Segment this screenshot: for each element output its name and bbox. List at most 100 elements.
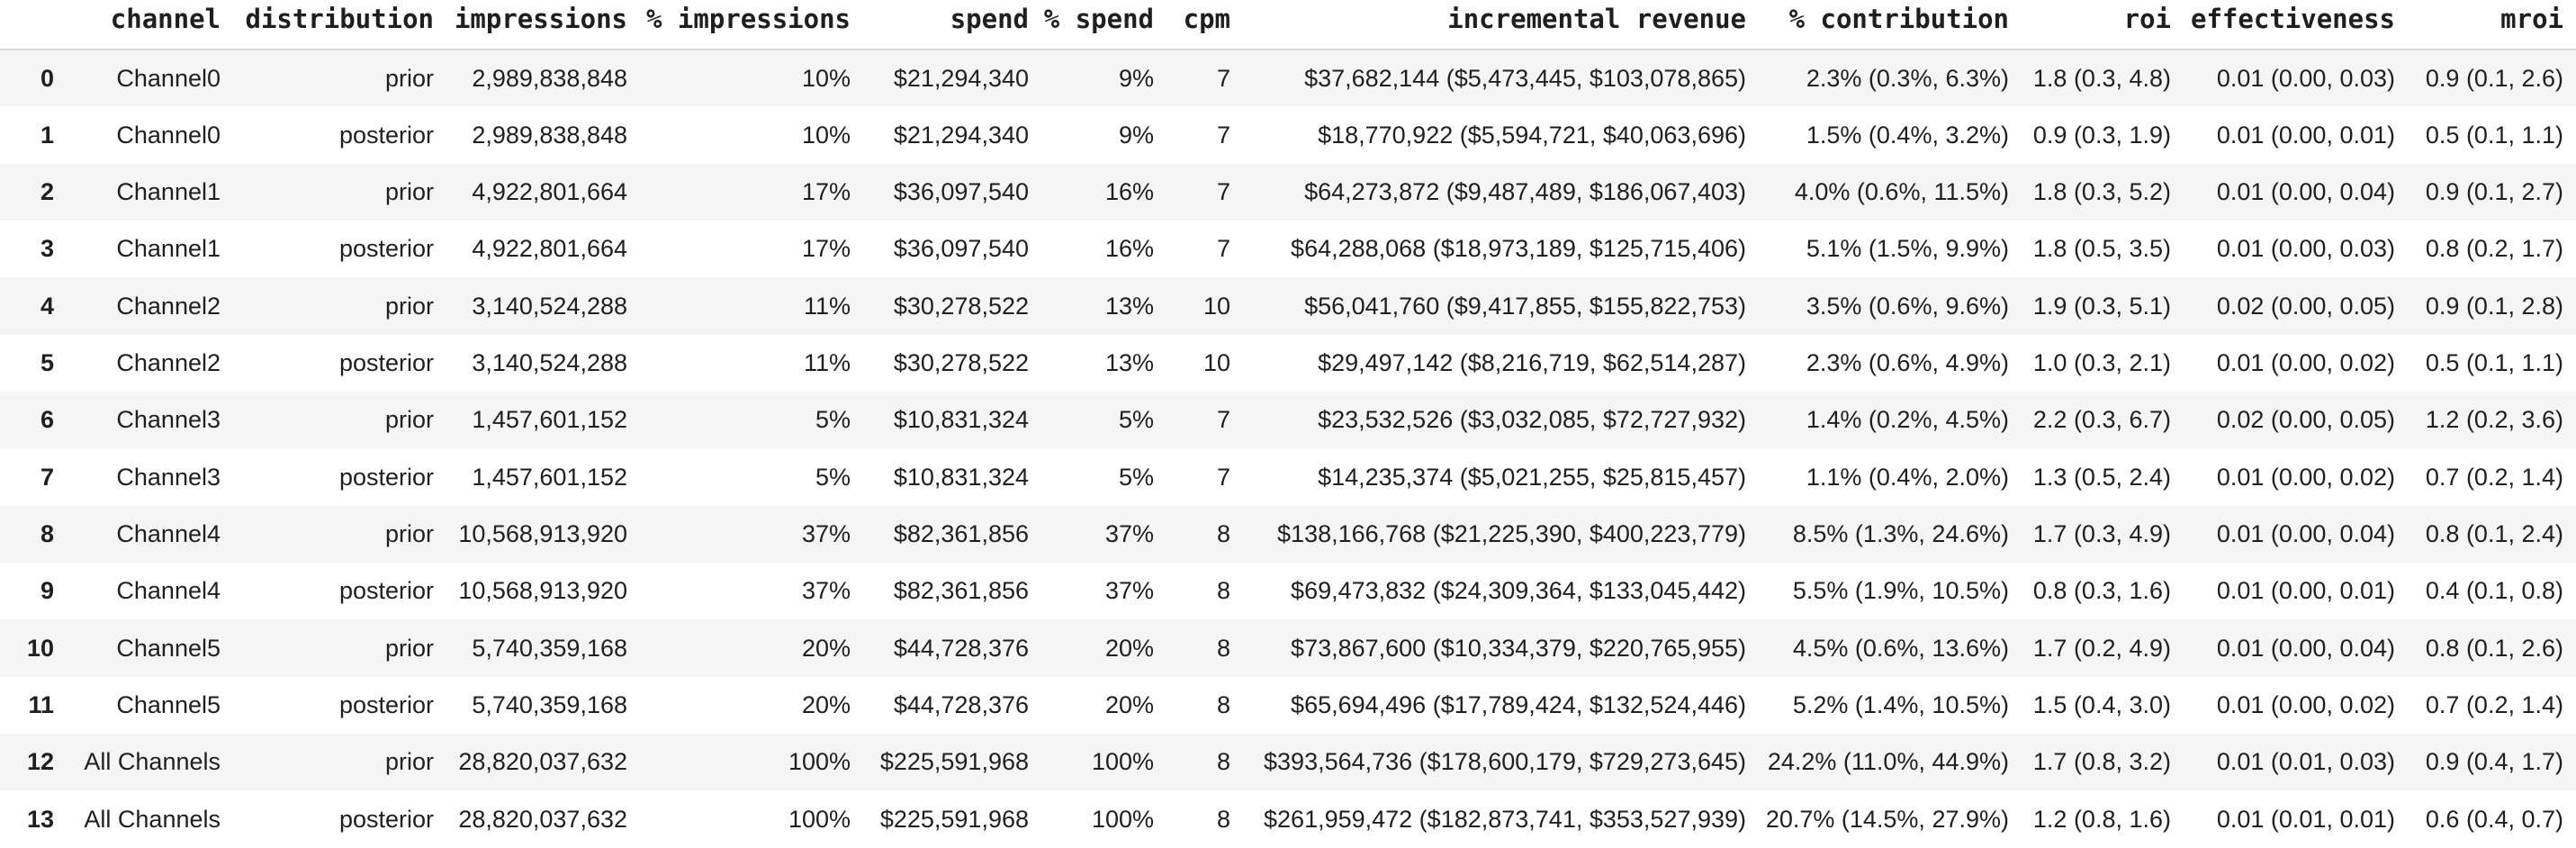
cell-spend: $44,728,376 — [893, 634, 1029, 662]
cell-mroi: 0.5 (0.1, 1.1) — [2425, 121, 2563, 149]
cell-roi: 1.9 (0.3, 5.1) — [2032, 292, 2171, 320]
cell-incremental-revenue: $64,273,872 ($9,487,489, $186,067,403) — [1304, 177, 1746, 205]
cell-impressions: 5% — [815, 406, 851, 434]
column-header-incremental-revenue: incremental revenue — [1230, 0, 1746, 50]
cell-contribution: 4.0% (0.6%, 11.5%) — [1794, 177, 2009, 205]
cell-contribution: 1.1% (0.4%, 2.0%) — [1806, 463, 2009, 491]
row-index: 12 — [26, 748, 54, 776]
cell-incremental-revenue: $18,770,922 ($5,594,721, $40,063,696) — [1318, 121, 1746, 149]
cell-effectiveness: 0.01 (0.01, 0.01) — [2216, 805, 2395, 833]
cell-distribution: posterior — [338, 463, 434, 491]
column-header-channel: channel — [54, 0, 221, 50]
cell-impressions: 20% — [801, 690, 851, 718]
cell-contribution: 4.5% (0.6%, 13.6%) — [1792, 634, 2009, 662]
cell-distribution: prior — [384, 634, 434, 662]
column-header-spend: spend — [851, 0, 1029, 50]
table-row: 13 All Channels posterior 28,820,037,632 100… — [0, 790, 2576, 847]
cell-spend: 100% — [1091, 748, 1154, 776]
cell-contribution: 5.2% (1.4%, 10.5%) — [1792, 690, 2009, 718]
table-row: 4 Channel2 prior 3,140,524,288 11% $30,278,52… — [0, 277, 2576, 335]
cell-spend: 37% — [1104, 577, 1154, 605]
cell-impressions: 28,820,037,632 — [458, 805, 627, 833]
cell-channel: Channel3 — [116, 406, 221, 434]
cell-spend: $30,278,522 — [893, 292, 1029, 320]
table-header: channel distribution impressions% impressi… — [0, 0, 2576, 50]
cell-impressions: 37% — [801, 577, 851, 605]
cell-incremental-revenue: $64,288,068 ($18,973,189, $125,715,406) — [1291, 235, 1746, 263]
cell-mroi: 0.9 (0.1, 2.7) — [2425, 177, 2563, 205]
cell-spend: $44,728,376 — [893, 690, 1029, 718]
cell-spend: $30,278,522 — [893, 348, 1029, 376]
table-row: 2 Channel1 prior 4,922,801,664 17% $36,097,54… — [0, 163, 2576, 221]
cell-impressions: 5,740,359,168 — [472, 634, 627, 662]
cell-cpm: 8 — [1216, 519, 1230, 547]
cell-roi: 2.2 (0.3, 6.7) — [2032, 406, 2171, 434]
cell-spend: $82,361,856 — [893, 577, 1029, 605]
cell-roi: 1.7 (0.8, 3.2) — [2032, 748, 2171, 776]
cell-spend: 5% — [1118, 463, 1154, 491]
cell-impressions: 11% — [803, 292, 851, 320]
cell-impressions: 17% — [801, 235, 851, 263]
cell-spend: 20% — [1104, 690, 1154, 718]
cell-contribution: 8.5% (1.3%, 24.6%) — [1792, 519, 2009, 547]
cell-distribution: prior — [384, 406, 434, 434]
cell-incremental-revenue: $138,166,768 ($21,225,390, $400,223,779) — [1277, 519, 1746, 547]
column-header-contribution: % contribution — [1746, 0, 2009, 50]
cell-spend: 20% — [1104, 634, 1154, 662]
cell-spend: 13% — [1104, 348, 1154, 376]
cell-cpm: 7 — [1216, 406, 1230, 434]
cell-channel: Channel2 — [116, 292, 221, 320]
cell-roi: 1.8 (0.3, 4.8) — [2032, 64, 2171, 92]
cell-distribution: prior — [384, 519, 434, 547]
row-index: 0 — [40, 64, 54, 92]
cell-impressions: 5% — [815, 463, 851, 491]
cell-effectiveness: 0.01 (0.00, 0.01) — [2216, 577, 2395, 605]
cell-mroi: 0.8 (0.2, 1.7) — [2425, 235, 2563, 263]
cell-contribution: 1.5% (0.4%, 3.2%) — [1806, 121, 2009, 149]
cell-cpm: 7 — [1216, 177, 1230, 205]
cell-channel: Channel1 — [116, 177, 221, 205]
table-row: 8 Channel4 prior 10,568,913,920 37% $82,361,8… — [0, 505, 2576, 564]
cell-cpm: 7 — [1216, 235, 1230, 263]
row-index: 11 — [28, 690, 54, 718]
cell-spend: 16% — [1104, 177, 1154, 205]
cell-impressions: 3,140,524,288 — [472, 292, 627, 320]
cell-mroi: 0.8 (0.1, 2.6) — [2425, 634, 2563, 662]
row-index: 2 — [40, 177, 54, 205]
cell-contribution: 2.3% (0.3%, 6.3%) — [1806, 64, 2009, 92]
table-row: 11 Channel5 posterior 5,740,359,168 20% $44,7… — [0, 677, 2576, 734]
cell-spend: $10,831,324 — [893, 406, 1029, 434]
cell-effectiveness: 0.01 (0.00, 0.04) — [2216, 634, 2395, 662]
cell-effectiveness: 0.01 (0.01, 0.03) — [2216, 748, 2395, 776]
cell-impressions: 11% — [803, 348, 851, 376]
cell-channel: Channel4 — [116, 577, 221, 605]
cell-spend: 9% — [1118, 121, 1154, 149]
table-row: 3 Channel1 posterior 4,922,801,664 17% $36,09… — [0, 221, 2576, 277]
cell-incremental-revenue: $37,682,144 ($5,473,445, $103,078,865) — [1304, 64, 1746, 92]
cell-spend: $36,097,540 — [893, 235, 1029, 263]
cell-distribution: posterior — [338, 577, 434, 605]
cell-mroi: 0.7 (0.2, 1.4) — [2425, 690, 2563, 718]
table-row: 7 Channel3 posterior 1,457,601,152 5% $10,831… — [0, 448, 2576, 505]
cell-incremental-revenue: $73,867,600 ($10,334,379, $220,765,955) — [1291, 634, 1746, 662]
cell-channel: Channel5 — [116, 634, 221, 662]
cell-impressions: 1,457,601,152 — [472, 406, 627, 434]
cell-impressions: 28,820,037,632 — [458, 748, 627, 776]
row-index: 9 — [40, 577, 54, 605]
cell-effectiveness: 0.01 (0.00, 0.04) — [2216, 177, 2395, 205]
cell-spend: $225,591,968 — [879, 805, 1029, 833]
cell-impressions: 100% — [788, 805, 851, 833]
cell-mroi: 0.9 (0.1, 2.8) — [2425, 292, 2563, 320]
cell-impressions: 10,568,913,920 — [458, 577, 627, 605]
cell-impressions: 37% — [801, 519, 851, 547]
cell-channel: Channel3 — [116, 463, 221, 491]
cell-mroi: 0.5 (0.1, 1.1) — [2425, 348, 2563, 376]
cell-incremental-revenue: $29,497,142 ($8,216,719, $62,514,287) — [1318, 348, 1746, 376]
cell-spend: 37% — [1104, 519, 1154, 547]
row-index: 4 — [40, 292, 54, 320]
cell-cpm: 8 — [1216, 748, 1230, 776]
cell-channel: Channel1 — [116, 235, 221, 263]
cell-spend: $225,591,968 — [879, 748, 1029, 776]
column-header-effectiveness: effectiveness — [2171, 0, 2395, 50]
column-header-impressions: % impressions — [627, 0, 851, 50]
